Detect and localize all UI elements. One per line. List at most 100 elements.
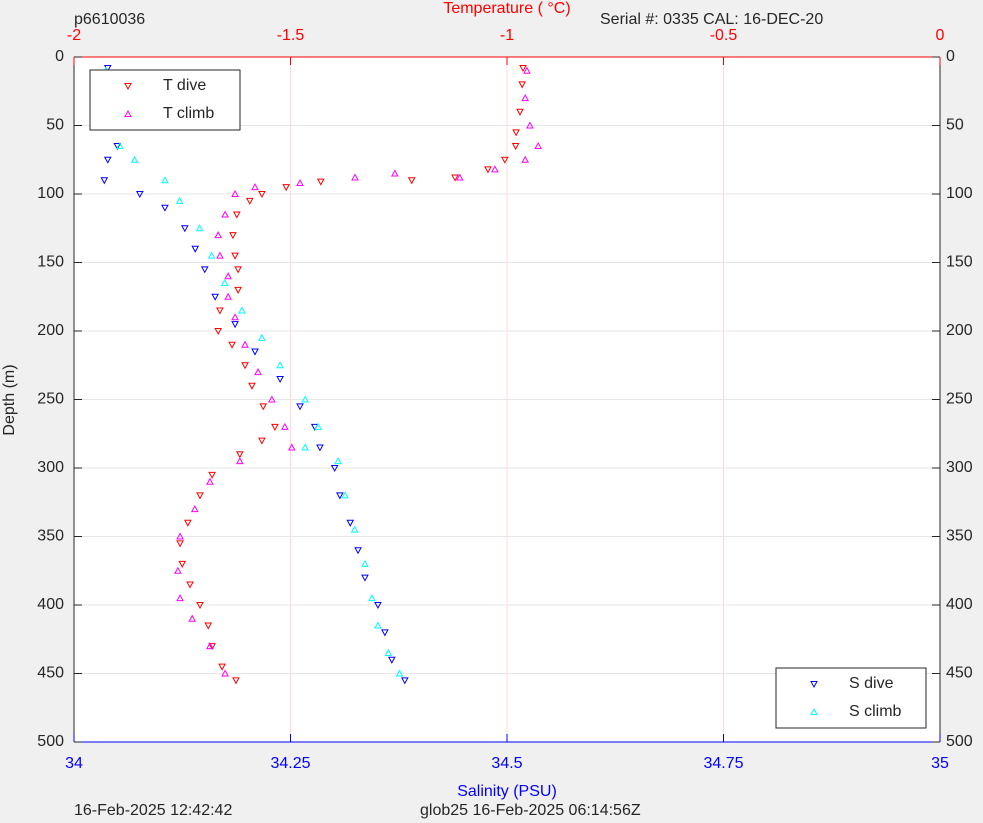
legend: [89, 69, 241, 131]
point: [314, 422, 323, 430]
point: [316, 178, 325, 186]
point: [196, 492, 204, 500]
point: [391, 169, 399, 177]
point: [181, 225, 189, 233]
point: [491, 165, 499, 173]
point: [208, 643, 216, 651]
point: [258, 191, 266, 199]
footer-left: 16-Feb-2025 12:42:42: [74, 802, 232, 819]
point: [316, 444, 324, 452]
point: [282, 184, 291, 192]
point: [211, 293, 220, 301]
y-tick-label: 200: [946, 322, 973, 339]
point: [176, 540, 184, 548]
point: [350, 525, 359, 533]
legend-label: S dive: [849, 675, 894, 692]
point: [341, 491, 349, 499]
y-tick-label: 300: [37, 459, 64, 476]
y-tick-label: 500: [946, 733, 973, 750]
point: [484, 166, 492, 174]
point: [301, 395, 310, 403]
y-tick-label: 400: [37, 596, 64, 613]
point: [214, 231, 223, 239]
point: [235, 457, 244, 465]
point: [231, 321, 239, 329]
legend-marker: [124, 83, 132, 91]
point: [455, 173, 464, 181]
x2-tick-label: -1: [500, 27, 514, 44]
point: [103, 156, 112, 164]
point: [220, 279, 229, 287]
point: [281, 422, 289, 430]
point: [207, 251, 216, 259]
point: [186, 581, 194, 589]
chart-title: p6610036: [74, 11, 145, 28]
point: [500, 156, 509, 164]
point: [178, 560, 187, 568]
point: [534, 142, 543, 150]
point: [206, 477, 214, 485]
point: [161, 204, 169, 212]
point: [259, 403, 268, 411]
point: [116, 142, 124, 150]
point: [407, 177, 416, 185]
point: [296, 403, 304, 411]
point: [224, 292, 232, 300]
point: [400, 677, 409, 685]
x-tick-label: 35: [931, 755, 949, 772]
point: [235, 451, 244, 459]
point: [387, 656, 396, 664]
legend-label: T climb: [163, 105, 214, 122]
point: [176, 532, 184, 540]
y-tick-label: 150: [37, 254, 64, 271]
point: [330, 465, 339, 473]
x-tick-label: 34.25: [270, 755, 310, 772]
point: [113, 143, 122, 151]
point: [221, 669, 229, 677]
legend-label: S climb: [849, 703, 902, 720]
point: [228, 341, 236, 349]
y-tick-label: 350: [37, 528, 64, 545]
point: [238, 306, 246, 314]
y-tick-label: 500: [37, 733, 64, 750]
y-tick-label: 450: [946, 665, 973, 682]
point: [184, 519, 192, 527]
y-tick-label: 400: [946, 596, 973, 613]
y-tick-label: 50: [946, 117, 964, 134]
point: [190, 505, 199, 513]
point: [231, 313, 239, 321]
point: [276, 361, 284, 369]
point: [518, 81, 526, 89]
point: [248, 382, 256, 390]
point: [214, 328, 223, 336]
point: [395, 669, 404, 677]
y-tick-label: 450: [37, 665, 64, 682]
point: [368, 594, 376, 602]
y-tick-label: 300: [946, 459, 973, 476]
point: [276, 375, 284, 383]
point: [216, 251, 224, 259]
point: [251, 183, 259, 191]
x-axis-label: Salinity (PSU): [457, 783, 557, 800]
point: [361, 559, 369, 567]
point: [229, 232, 237, 240]
point: [521, 155, 530, 163]
point: [218, 663, 226, 671]
point: [451, 174, 459, 182]
x2-tick-label: -1.5: [277, 27, 305, 44]
y-tick-label: 0: [946, 48, 955, 65]
point: [100, 177, 109, 185]
subtitle: Serial #: 0335 CAL: 16-DEC-20: [600, 11, 823, 28]
point: [258, 333, 266, 341]
point: [216, 307, 224, 315]
x-tick-label: 34.5: [491, 755, 522, 772]
legend-marker: [810, 681, 818, 689]
point: [287, 443, 296, 451]
point: [204, 622, 213, 630]
point: [224, 272, 232, 280]
point: [374, 602, 382, 610]
point: [346, 519, 355, 527]
y-tick-label: 200: [37, 322, 64, 339]
point: [511, 143, 520, 151]
